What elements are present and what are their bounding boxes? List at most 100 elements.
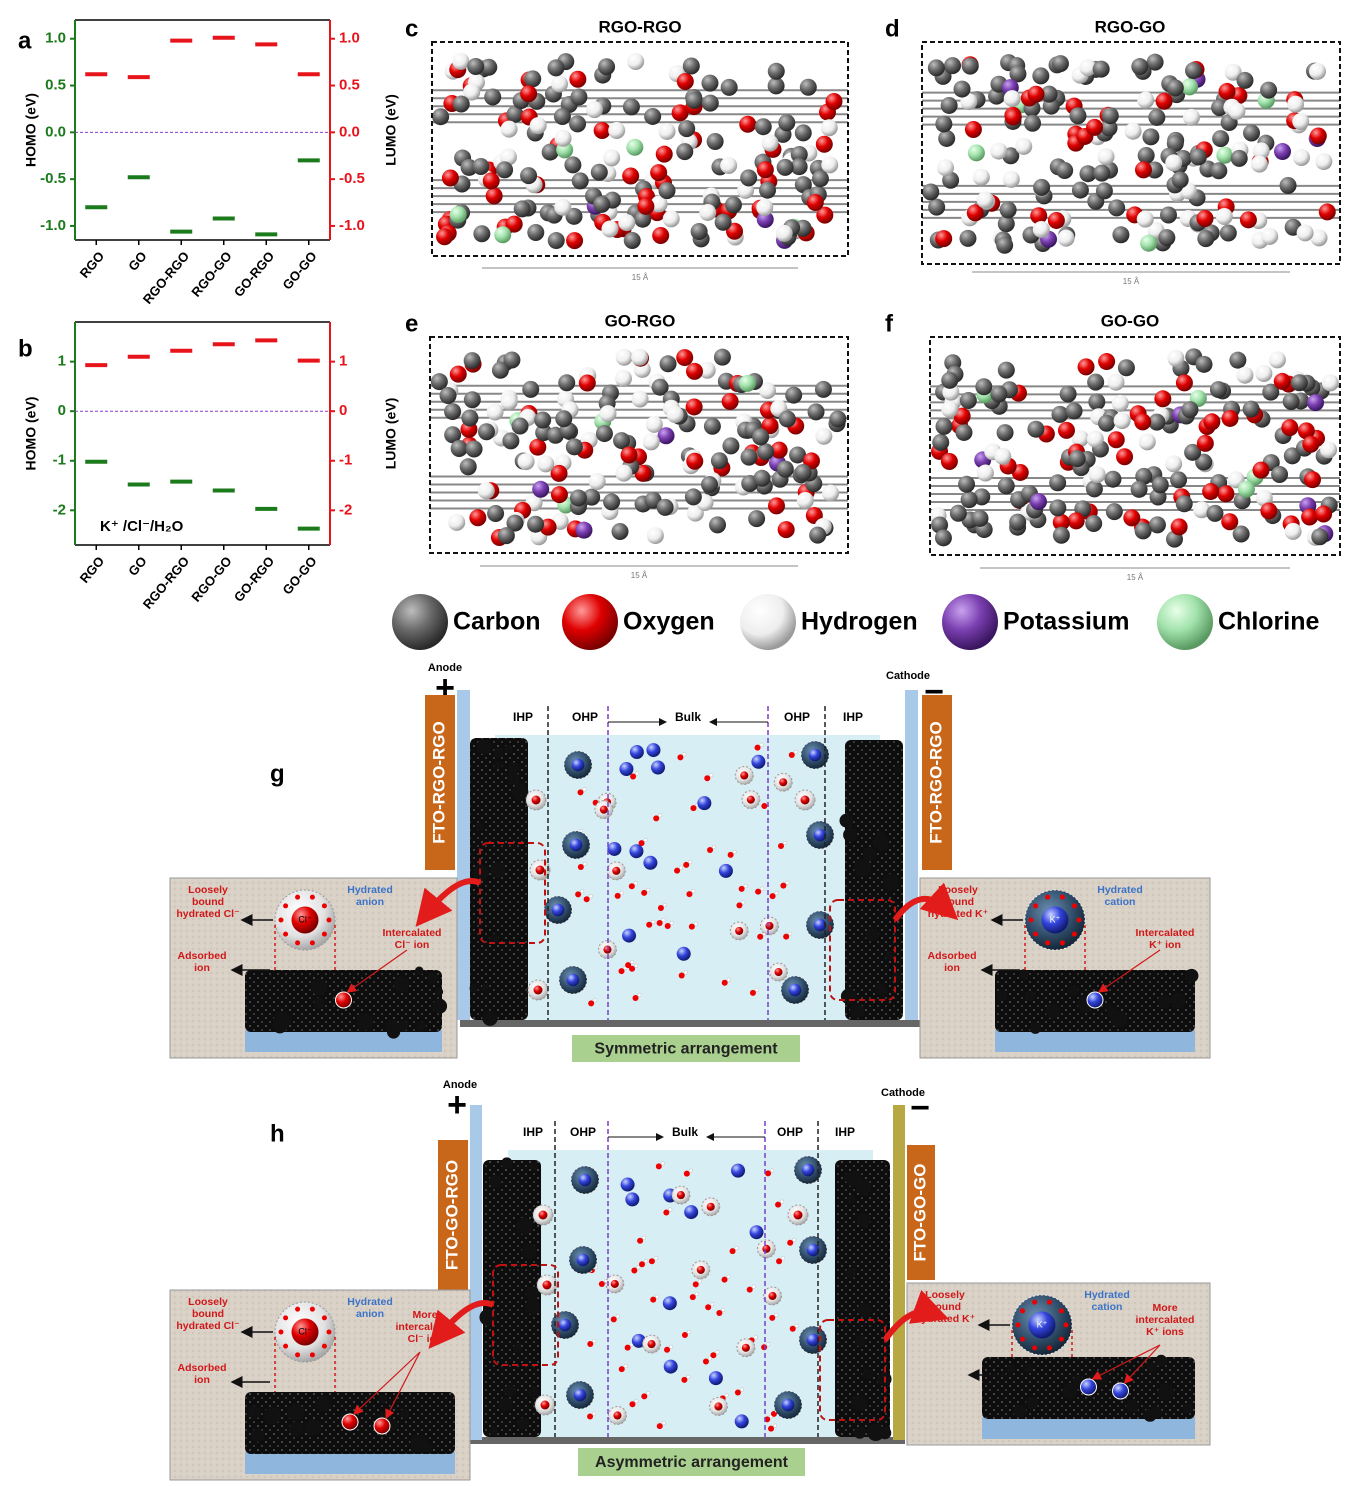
inset-note: More <box>1152 1302 1177 1314</box>
carbon-lump <box>477 739 492 754</box>
water <box>780 883 786 889</box>
carbon-lump <box>1030 1023 1041 1034</box>
atom <box>586 101 603 118</box>
x-tick-label: RGO <box>77 553 108 585</box>
carbon-lump <box>862 1369 873 1380</box>
water-o <box>1045 895 1050 900</box>
atom <box>632 391 649 408</box>
water <box>722 980 728 986</box>
atom <box>591 164 608 181</box>
carbon-lump <box>528 1387 540 1399</box>
atom <box>1255 365 1272 382</box>
atom <box>1138 147 1155 164</box>
k-ion <box>751 755 765 769</box>
anion-core <box>697 1266 705 1274</box>
atom <box>566 438 583 455</box>
atom <box>776 225 793 242</box>
carbon-lump <box>1067 985 1078 996</box>
atom <box>1024 115 1041 132</box>
atom <box>1171 518 1188 535</box>
atom <box>548 232 565 249</box>
atom <box>739 375 756 392</box>
atom <box>975 378 992 395</box>
atom <box>935 115 952 132</box>
water-h <box>654 1256 658 1260</box>
atom <box>1069 107 1086 124</box>
region-label: Bulk <box>675 710 701 724</box>
k-ion <box>607 842 621 856</box>
carbon-lump <box>475 822 484 831</box>
atom <box>514 200 531 217</box>
atom <box>487 403 504 420</box>
carbon-lump <box>1019 969 1029 979</box>
atom <box>1160 207 1177 224</box>
atom <box>815 428 832 445</box>
water-h <box>669 1345 673 1349</box>
region-label: OHP <box>570 1125 596 1139</box>
water-h <box>775 891 779 895</box>
water <box>703 1358 709 1364</box>
carbon-lump <box>855 1179 871 1195</box>
water <box>728 852 734 858</box>
water-h <box>616 1315 620 1319</box>
atom <box>1212 130 1229 147</box>
inset-note: Hydrated <box>1084 1289 1130 1301</box>
water <box>761 1344 767 1350</box>
atom <box>1096 182 1113 199</box>
carbon-lump <box>882 874 899 891</box>
atom <box>1086 480 1103 497</box>
legend-label: Potassium <box>1003 608 1129 636</box>
water-h <box>644 1259 648 1263</box>
water <box>757 934 763 940</box>
inset: K⁺Looselyboundhydrated K⁺HydratedcationA… <box>920 878 1210 1058</box>
water <box>736 902 742 908</box>
atom <box>740 169 757 186</box>
inset-substrate <box>982 1417 1195 1439</box>
carbon-lump <box>504 745 513 754</box>
water-h <box>589 894 593 898</box>
carbon-lump <box>482 983 490 991</box>
water-o <box>295 895 300 900</box>
panel-title: RGO-GO <box>1095 17 1166 36</box>
atom <box>1028 86 1045 103</box>
inset-note: Adsorbed <box>177 1362 226 1374</box>
atom <box>762 135 779 152</box>
atom <box>1236 72 1253 89</box>
water-h <box>683 753 687 757</box>
atom <box>755 118 772 135</box>
atom <box>778 114 795 131</box>
carbon-lump <box>847 1195 855 1203</box>
water-o <box>1016 1323 1021 1328</box>
water <box>683 862 689 868</box>
water-o <box>1045 940 1050 945</box>
anion-core <box>541 1401 550 1410</box>
atom <box>616 349 633 366</box>
atom <box>938 130 955 147</box>
anion-core <box>536 866 545 875</box>
atom <box>1033 221 1050 238</box>
x-tick-label: GO <box>125 248 149 273</box>
atom <box>589 473 606 490</box>
water-h <box>725 1394 729 1398</box>
atom <box>1078 358 1095 375</box>
atom <box>1135 161 1152 178</box>
intercalated-ion <box>374 1418 390 1434</box>
anion-core <box>801 796 810 805</box>
atom <box>542 144 559 161</box>
cation-core <box>577 1254 590 1267</box>
atom <box>532 481 549 498</box>
carbon-lump <box>494 747 504 757</box>
intercalated-ion <box>1081 1379 1097 1395</box>
structure <box>930 348 1340 547</box>
water <box>705 1304 711 1310</box>
atom <box>1261 228 1278 245</box>
water-h <box>620 891 624 895</box>
water-h <box>755 988 759 992</box>
water <box>657 920 663 926</box>
carbon-lump <box>356 1013 374 1031</box>
atom <box>941 97 958 114</box>
atom <box>527 516 544 533</box>
atom <box>691 223 708 240</box>
atom <box>1293 149 1310 166</box>
water-h <box>624 1364 628 1368</box>
